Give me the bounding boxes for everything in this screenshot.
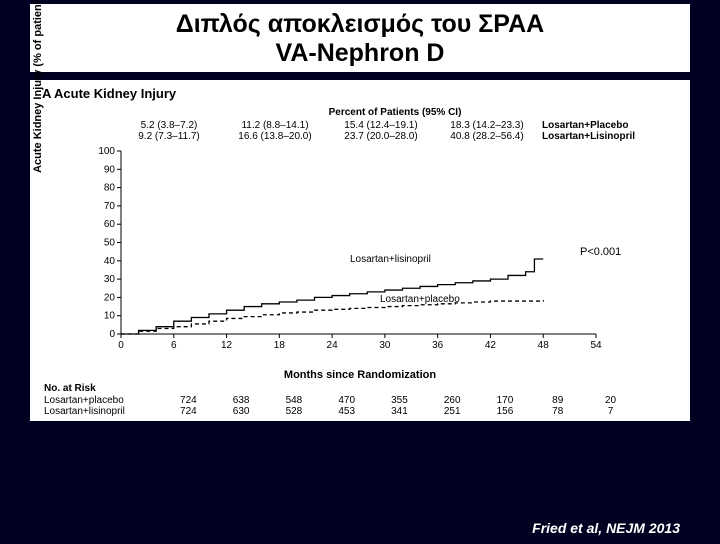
svg-text:0: 0	[109, 329, 115, 340]
risk-value: 355	[373, 395, 426, 406]
risk-row-label: Losartan+lisinopril	[44, 406, 162, 417]
svg-text:90: 90	[104, 164, 116, 175]
svg-text:0: 0	[118, 340, 124, 351]
svg-text:70: 70	[104, 201, 116, 212]
svg-text:100: 100	[98, 146, 115, 157]
title-line-2: VA-Nephron D	[30, 39, 690, 68]
risk-value: 20	[584, 395, 637, 406]
ci-value: 5.2 (3.8–7.2)	[118, 120, 220, 131]
x-axis-label: Months since Randomization	[40, 369, 680, 381]
svg-text:6: 6	[171, 340, 177, 351]
risk-value: 724	[162, 395, 215, 406]
svg-text:18: 18	[274, 340, 286, 351]
panel-label: A Acute Kidney Injury	[42, 86, 680, 101]
at-risk-table: No. at Risk Losartan+placebo724638548470…	[44, 383, 680, 417]
title-line-1: Διπλός αποκλεισμός του ΣΡΑΑ	[30, 10, 690, 39]
ci-value: 11.2 (8.8–14.1)	[224, 120, 326, 131]
risk-title: No. at Risk	[44, 383, 680, 394]
risk-value: 630	[215, 406, 268, 417]
risk-value: 78	[531, 406, 584, 417]
risk-row-placebo: Losartan+placebo724638548470355260170892…	[44, 395, 680, 406]
ci-legend: Losartan+Placebo	[542, 120, 672, 131]
ci-row-placebo: 5.2 (3.8–7.2) 11.2 (8.8–14.1) 15.4 (12.4–1…	[110, 120, 680, 131]
ci-value: 40.8 (28.2–56.4)	[436, 131, 538, 142]
svg-text:10: 10	[104, 311, 116, 322]
series-label-lisinopril: Losartan+lisinopril	[350, 254, 431, 265]
svg-text:12: 12	[221, 340, 233, 351]
risk-value: 724	[162, 406, 215, 417]
ci-row-lisinopril: 9.2 (7.3–11.7) 16.6 (13.8–20.0) 23.7 (20.0…	[110, 131, 680, 142]
ci-value: 15.4 (12.4–19.1)	[330, 120, 432, 131]
plot-area: Acute Kidney Injury (% of patients) 0102…	[40, 146, 680, 381]
ci-value: 23.7 (20.0–28.0)	[330, 131, 432, 142]
risk-value: 638	[215, 395, 268, 406]
svg-text:40: 40	[104, 256, 116, 267]
svg-text:54: 54	[590, 340, 602, 351]
figure-panel: A Acute Kidney Injury Percent of Patient…	[30, 80, 690, 421]
risk-value: 7	[584, 406, 637, 417]
ci-block: Percent of Patients (95% CI) 5.2 (3.8–7.…	[110, 107, 680, 142]
risk-value: 341	[373, 406, 426, 417]
p-value: P<0.001	[580, 246, 621, 258]
ci-value: 16.6 (13.8–20.0)	[224, 131, 326, 142]
svg-text:30: 30	[379, 340, 391, 351]
svg-text:30: 30	[104, 274, 116, 285]
series-label-placebo: Losartan+placebo	[380, 294, 460, 305]
svg-text:48: 48	[538, 340, 550, 351]
risk-value: 453	[320, 406, 373, 417]
risk-value: 260	[426, 395, 479, 406]
svg-text:42: 42	[485, 340, 497, 351]
risk-value: 170	[479, 395, 532, 406]
risk-row-lisinopril: Losartan+lisinopril724630528453341251156…	[44, 406, 680, 417]
svg-text:80: 80	[104, 183, 116, 194]
risk-value: 470	[320, 395, 373, 406]
ci-header: Percent of Patients (95% CI)	[110, 107, 680, 118]
ci-value: 9.2 (7.3–11.7)	[118, 131, 220, 142]
svg-text:24: 24	[327, 340, 339, 351]
y-axis-label: Acute Kidney Injury (% of patients)	[32, 0, 44, 172]
slide-title: Διπλός αποκλεισμός του ΣΡΑΑ VA-Nephron D	[30, 4, 690, 72]
citation: Fried et al, NEJM 2013	[532, 520, 680, 536]
svg-text:50: 50	[104, 238, 116, 249]
svg-text:20: 20	[104, 292, 116, 303]
ci-legend: Losartan+Lisinopril	[542, 131, 672, 142]
risk-row-label: Losartan+placebo	[44, 395, 162, 406]
risk-value: 548	[268, 395, 321, 406]
risk-value: 89	[531, 395, 584, 406]
km-plot: 0 10 20 30 40 50 60 70 80 90 100 0 6 12 18 24 30 36 42 48 54	[86, 146, 656, 356]
svg-text:36: 36	[432, 340, 444, 351]
svg-text:60: 60	[104, 219, 116, 230]
risk-value: 156	[479, 406, 532, 417]
risk-value: 251	[426, 406, 479, 417]
ci-value: 18.3 (14.2–23.3)	[436, 120, 538, 131]
risk-value: 528	[268, 406, 321, 417]
